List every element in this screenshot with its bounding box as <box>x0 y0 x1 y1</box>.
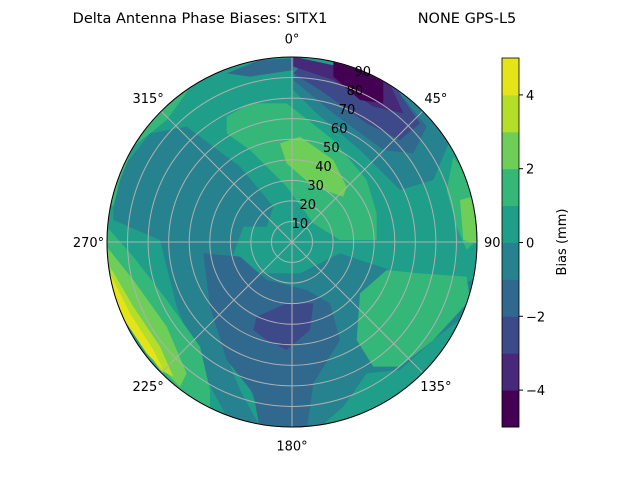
angle-tick-label: 315° <box>132 92 163 107</box>
contour-region <box>110 266 174 377</box>
colorbar-band <box>502 390 519 428</box>
colorbar-band <box>502 316 519 354</box>
contour-region <box>333 60 384 104</box>
chart-title: Delta Antenna Phase Biases: SITX1 <box>73 11 328 27</box>
colorbar-band <box>502 58 519 96</box>
contour-region <box>460 196 477 244</box>
contour-region <box>110 273 164 370</box>
colorbar-band <box>502 168 519 207</box>
angle-tick-label: 45° <box>424 92 447 107</box>
contour-region <box>226 58 294 77</box>
angle-tick-label: 180° <box>276 440 307 455</box>
colorbar-tick-label: 0 <box>526 237 534 252</box>
radial-tick-label: 60 <box>331 122 348 137</box>
angular-gridline <box>291 241 424 374</box>
angle-tick-label: 90° <box>484 236 507 251</box>
colorbar-label: Bias (mm) <box>555 209 570 276</box>
colorbar-band <box>502 279 519 317</box>
polar-grid <box>106 56 478 428</box>
radial-tick-label: 90 <box>355 65 372 80</box>
angular-gridline <box>291 110 424 243</box>
radial-tick-label: 70 <box>339 103 356 118</box>
angle-tick-label: 270° <box>73 236 104 251</box>
contour-region <box>113 126 274 427</box>
colorbar-band <box>502 205 519 243</box>
radial-tick-labels: 10 20 30 40 50 60 70 80 90 <box>292 65 371 232</box>
contour-region <box>107 83 194 207</box>
angle-tick-label: 225° <box>132 380 163 395</box>
contour-region <box>107 246 187 387</box>
contour-region <box>253 303 314 350</box>
colorbar-band <box>502 94 519 133</box>
contour-region <box>356 270 470 367</box>
radial-tick-label: 30 <box>307 179 324 194</box>
colorbar-tick-label: 2 <box>526 163 534 178</box>
radial-tick-label: 20 <box>299 198 316 213</box>
radial-tick-label: 80 <box>347 84 364 99</box>
radial-tick-label: 10 <box>292 217 309 232</box>
angle-tick-label: 135° <box>420 380 451 395</box>
angular-gridline <box>160 110 293 243</box>
colorbar: −4 −2 0 2 4 <box>501 57 545 428</box>
colorbar-band <box>502 353 519 391</box>
angle-tick-labels: 0° 45° 90° 135° 180° 225° 270° 315° <box>73 33 507 455</box>
contour-region <box>280 136 347 197</box>
colorbar-band <box>502 242 519 280</box>
colorbar-band <box>502 131 519 170</box>
radial-tick-label: 40 <box>315 160 332 175</box>
polar-frame <box>106 56 478 428</box>
colorbar-tick-label: 4 <box>526 89 534 104</box>
colorbar-tick-label: −4 <box>526 384 545 399</box>
chart-title-right: NONE GPS-L5 <box>418 11 517 27</box>
radial-tick-label: 50 <box>323 141 340 156</box>
angle-tick-label: 0° <box>285 33 300 48</box>
angular-gridline <box>160 241 293 374</box>
colorbar-tick-label: −2 <box>526 310 545 325</box>
